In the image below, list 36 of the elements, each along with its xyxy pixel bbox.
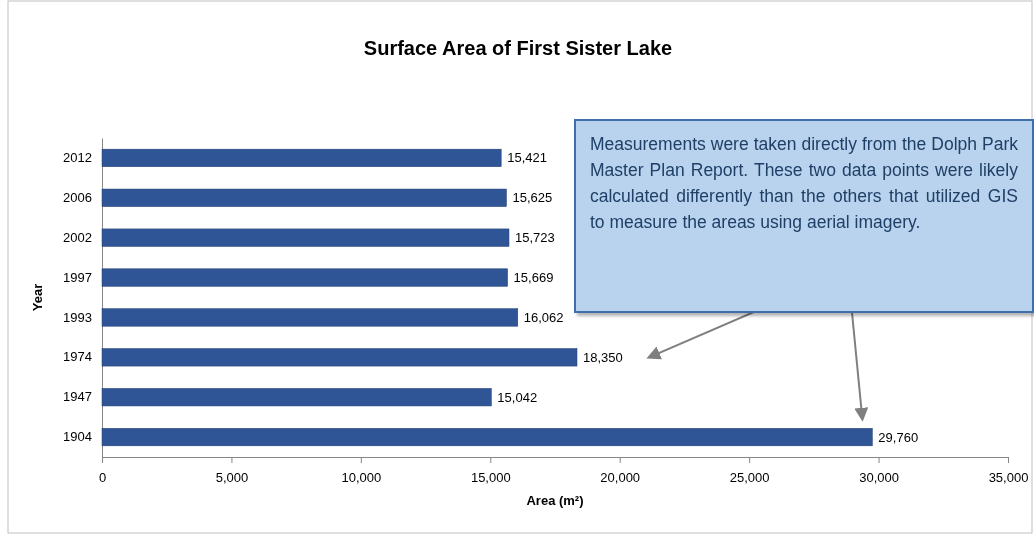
x-tick-label: 10,000: [341, 469, 382, 485]
x-tick-label: 5,000: [215, 469, 249, 485]
data-label: 18,350: [583, 349, 623, 365]
x-tick-label: 25,000: [729, 469, 770, 485]
bar: [101, 228, 510, 247]
chart-title: Surface Area of First Sister Lake: [363, 37, 673, 59]
y-tick-label: 2006: [63, 189, 92, 205]
y-tick-label: 2002: [63, 229, 92, 245]
bar: [101, 148, 502, 167]
x-tick-label: 30,000: [859, 469, 899, 485]
data-label: 15,723: [515, 230, 555, 246]
bar: [101, 188, 507, 207]
bar: [101, 268, 508, 287]
bar: [101, 388, 492, 407]
y-tick-label: 1947: [63, 389, 92, 405]
x-tick-label: 20,000: [600, 469, 641, 485]
y-tick-label: 1997: [63, 269, 92, 285]
y-axis-title: Year: [30, 283, 45, 312]
y-tick-label: 1904: [63, 429, 92, 445]
y-tick-label: 1974: [63, 349, 92, 365]
x-axis-title: Area (m²): [526, 493, 584, 508]
bar: [101, 348, 578, 367]
callout-box: Measurements were taken directly from the Dolph Park Master Plan Report. These two data points were likely calculated differently than the others that utilized GIS to measure the areas using aerial imagery.: [574, 119, 1034, 313]
bar: [101, 428, 873, 447]
data-label: 15,625: [512, 190, 553, 206]
x-tick-label: 0: [98, 469, 107, 485]
data-label: 15,042: [497, 389, 538, 405]
bar: [101, 308, 519, 327]
x-tick-label: 15,000: [470, 469, 511, 485]
x-tick-label: 35,000: [988, 469, 1029, 485]
data-label: 15,669: [513, 270, 554, 286]
y-tick-label: 1993: [63, 309, 92, 325]
data-label: 16,062: [523, 309, 564, 325]
data-label: 29,760: [878, 429, 919, 445]
y-tick-label: 2012: [63, 150, 92, 166]
data-label: 15,421: [507, 150, 547, 166]
